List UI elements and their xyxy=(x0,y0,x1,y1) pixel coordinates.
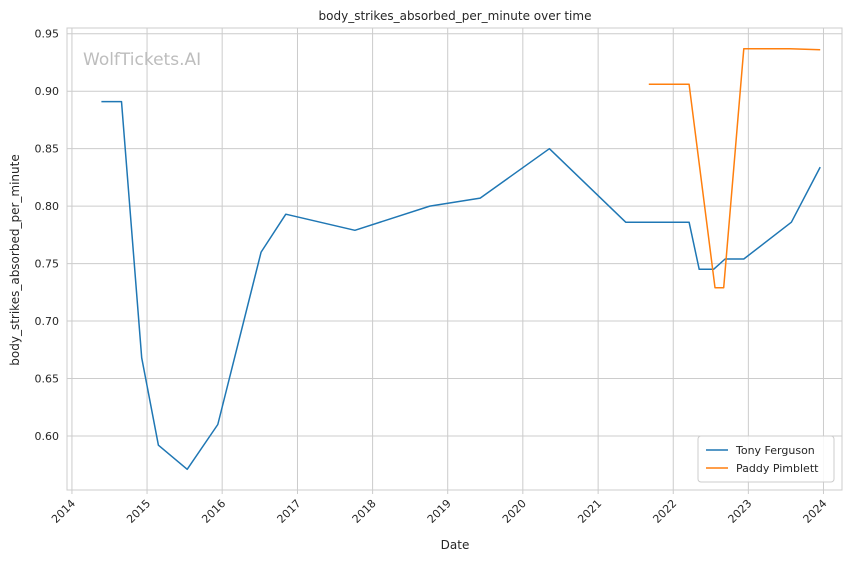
y-tick-label: 0.95 xyxy=(35,28,60,41)
legend-label: Tony Ferguson xyxy=(735,444,815,457)
series-line-tony-ferguson xyxy=(101,100,821,471)
x-tick-label: 2019 xyxy=(425,497,454,526)
legend-label: Paddy Pimblett xyxy=(736,462,819,475)
x-tick-label: 2018 xyxy=(350,497,379,526)
x-tick-label: 2015 xyxy=(124,497,153,526)
x-tick-label: 2022 xyxy=(650,497,679,526)
x-tick-label: 2014 xyxy=(49,497,78,526)
watermark: WolfTickets.AI xyxy=(83,50,201,70)
x-axis-label: Date xyxy=(441,538,470,552)
legend: Tony Ferguson Paddy Pimblett xyxy=(697,435,835,483)
x-tick-label: 2021 xyxy=(575,497,604,526)
x-tick-label: 2017 xyxy=(275,497,304,526)
x-tick-label: 2020 xyxy=(500,497,529,526)
series-line-paddy-pimblett xyxy=(648,47,821,289)
plot-border xyxy=(66,27,843,491)
legend-box xyxy=(697,435,835,483)
y-tick-label: 0.75 xyxy=(35,258,60,271)
y-tick-label: 0.70 xyxy=(35,315,60,328)
plot-frame xyxy=(66,27,843,491)
y-tick-label: 0.65 xyxy=(35,373,60,386)
series-lines xyxy=(101,47,821,471)
y-axis-label: body_strikes_absorbed_per_minute xyxy=(8,154,22,365)
y-tick-label: 0.80 xyxy=(35,200,60,213)
y-tick-label: 0.85 xyxy=(35,143,60,156)
x-tick-label: 2024 xyxy=(801,497,830,526)
y-tick-label: 0.90 xyxy=(35,85,60,98)
x-tick-label: 2016 xyxy=(199,497,228,526)
grid xyxy=(67,28,842,490)
x-tick-label: 2023 xyxy=(725,497,754,526)
chart-title: body_strikes_absorbed_per_minute over ti… xyxy=(319,9,592,23)
y-tick-label: 0.60 xyxy=(35,430,60,443)
